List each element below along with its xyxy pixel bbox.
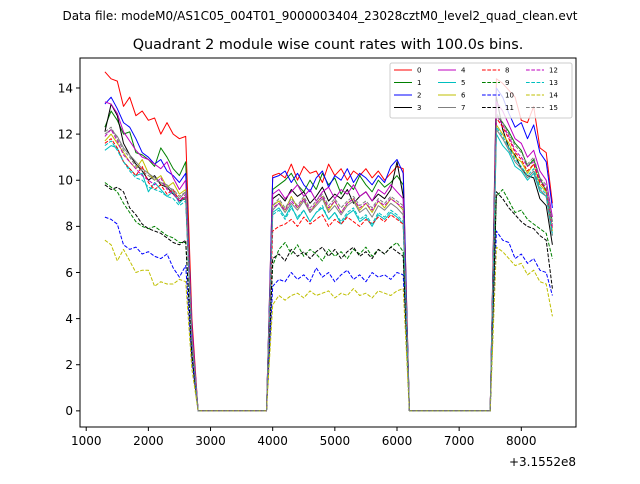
legend-label-0: 0: [417, 67, 421, 75]
y-tick-label: 0: [65, 404, 73, 418]
x-tick-label: 2000: [133, 434, 164, 448]
x-tick-label: 4000: [257, 434, 288, 448]
legend-label-5: 5: [461, 79, 465, 87]
legend-label-12: 12: [549, 67, 558, 75]
y-tick-label: 14: [58, 81, 73, 95]
legend-label-10: 10: [505, 92, 514, 100]
series-line-15: [104, 112, 553, 412]
legend-label-9: 9: [505, 79, 509, 87]
series-line-12: [104, 115, 553, 412]
x-tick-label: 1000: [71, 434, 102, 448]
axes-frame: [79, 57, 577, 428]
legend-label-3: 3: [417, 104, 421, 112]
plot-area: [104, 71, 553, 412]
x-tick-label: 5000: [320, 434, 351, 448]
legend-label-2: 2: [417, 92, 421, 100]
x-tick-label: 6000: [382, 434, 413, 448]
legend-label-8: 8: [505, 67, 509, 75]
legend-label-6: 6: [461, 92, 466, 100]
y-tick-label: 4: [65, 312, 73, 326]
chart-title: Quadrant 2 module wise count rates with …: [133, 37, 524, 53]
figure-suptitle: Data file: modeM0/AS1C05_004T01_90000034…: [62, 9, 577, 23]
legend-label-4: 4: [461, 67, 466, 75]
legend-label-7: 7: [461, 104, 465, 112]
x-axis: 1000 2000 3000 4000 5000 6000 7000 8000: [71, 427, 537, 448]
series-line-9: [104, 182, 553, 412]
legend-box: [389, 62, 573, 119]
y-axis: 0 2 4 6 8 10 12 14: [58, 81, 80, 418]
x-tick-label: 8000: [506, 434, 537, 448]
y-tick-label: 10: [58, 174, 73, 188]
x-tick-label: 7000: [444, 434, 475, 448]
legend-label-14: 14: [549, 92, 558, 100]
y-tick-label: 6: [65, 266, 73, 280]
x-tick-label: 3000: [195, 434, 226, 448]
y-tick-label: 2: [65, 358, 73, 372]
legend-label-15: 15: [549, 104, 558, 112]
legend-label-11: 11: [505, 104, 514, 112]
legend-label-13: 13: [549, 79, 558, 87]
x-offset-label: +3.1552e8: [509, 455, 576, 469]
legend-label-1: 1: [417, 79, 421, 87]
y-tick-label: 12: [58, 127, 73, 141]
series-line-8: [104, 117, 553, 412]
y-tick-label: 8: [65, 220, 73, 234]
